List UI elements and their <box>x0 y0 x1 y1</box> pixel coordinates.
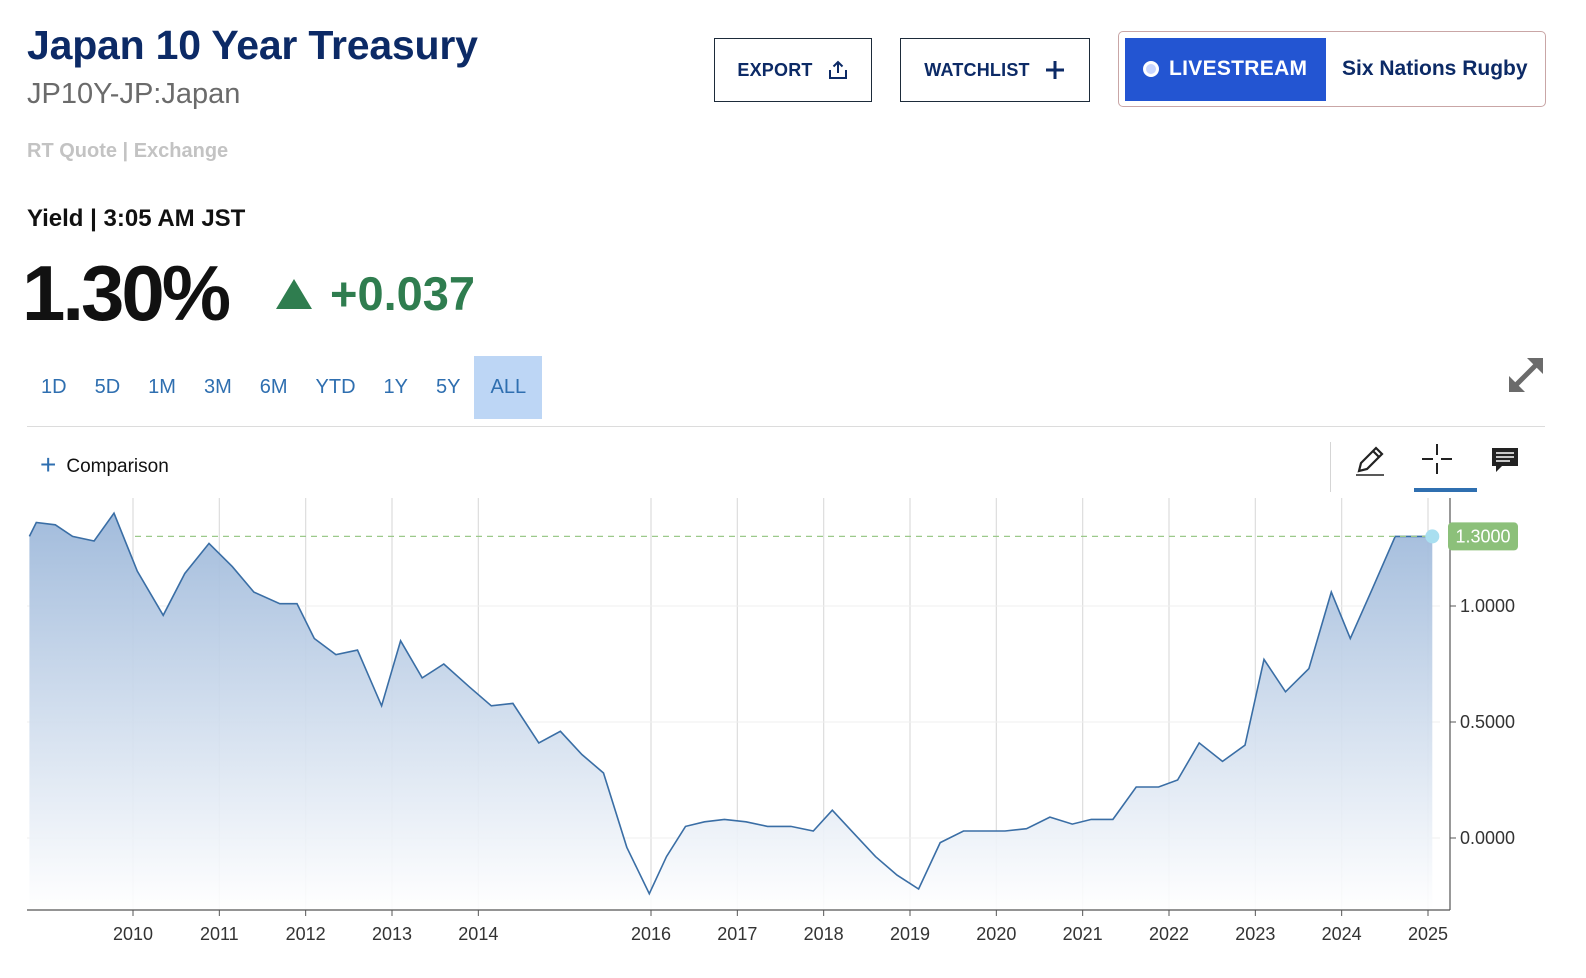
yield-area <box>29 513 1433 910</box>
last-point-marker <box>1425 529 1440 544</box>
range-1y[interactable]: 1Y <box>383 376 409 398</box>
plus-icon <box>1045 61 1064 79</box>
symbol-label: JP10Y-JP:Japan <box>27 78 241 110</box>
x-tick-label: 2011 <box>200 924 239 944</box>
range-6m[interactable]: 6M <box>259 376 288 398</box>
page-title: Japan 10 Year Treasury <box>27 22 478 68</box>
export-button[interactable]: EXPORT <box>714 38 872 102</box>
watchlist-button[interactable]: WATCHLIST <box>900 38 1090 102</box>
change-value: +0.037 <box>330 267 476 320</box>
price-change: +0.037 <box>276 266 475 321</box>
x-tick-label: 2019 <box>890 924 930 944</box>
x-tick-label: 2016 <box>631 924 671 944</box>
range-ytd[interactable]: YTD <box>315 376 356 398</box>
toolbar-separator <box>1330 442 1331 492</box>
y-tick-label: 1.0000 <box>1460 596 1515 616</box>
plus-icon: + <box>40 449 57 480</box>
up-arrow-icon <box>276 278 312 309</box>
livestream-widget[interactable]: LIVESTREAM Six Nations Rugby <box>1118 31 1546 107</box>
range-all[interactable]: ALL <box>474 356 543 419</box>
x-tick-label: 2017 <box>717 924 757 944</box>
yield-timestamp: Yield | 3:05 AM JST <box>27 205 246 232</box>
x-tick-label: 2021 <box>1063 924 1103 944</box>
x-tick-label: 2023 <box>1235 924 1275 944</box>
x-tick-label: 2018 <box>804 924 844 944</box>
x-tick-label: 2012 <box>286 924 326 944</box>
y-tick-label: 0.0000 <box>1460 828 1515 848</box>
pencil-icon[interactable] <box>1352 442 1388 478</box>
x-tick-label: 2020 <box>976 924 1016 944</box>
share-icon <box>828 60 847 79</box>
divider <box>27 426 1545 427</box>
x-tick-label: 2010 <box>113 924 153 944</box>
range-1m[interactable]: 1M <box>148 376 176 398</box>
last-price: 1.30% <box>22 249 231 337</box>
livestream-button[interactable]: LIVESTREAM <box>1125 37 1326 101</box>
range-5d[interactable]: 5D <box>94 376 121 398</box>
live-dot-icon <box>1143 61 1159 77</box>
expand-icon[interactable] <box>1505 354 1547 396</box>
x-tick-label: 2014 <box>458 924 498 944</box>
yield-line <box>28 511 1433 896</box>
last-value-badge <box>1448 522 1518 551</box>
range-5y[interactable]: 5Y <box>436 376 461 398</box>
active-tool-indicator <box>1414 488 1477 492</box>
last-value-label: 1.3000 <box>1455 526 1510 546</box>
comparison-label: Comparison <box>66 456 169 477</box>
livestream-title[interactable]: Six Nations Rugby <box>1342 57 1528 80</box>
comment-icon[interactable] <box>1488 442 1522 476</box>
x-tick-label: 2024 <box>1322 924 1362 944</box>
crosshair-icon[interactable] <box>1420 442 1454 476</box>
yield-chart[interactable]: 2010 2011 2012 2013 2014 2016 2017 2018 2019 2020… <box>0 490 1586 978</box>
range-selector: 1D 5D 1M 3M 6M YTD 1Y 5Y ALL <box>27 356 543 419</box>
y-tick-label: 0.5000 <box>1460 712 1515 732</box>
quote-source: RT Quote | Exchange <box>27 140 229 162</box>
x-tick-label: 2022 <box>1149 924 1189 944</box>
x-tick-label: 2013 <box>372 924 412 944</box>
export-label: EXPORT <box>737 59 813 80</box>
x-tick-label: 2025 <box>1408 924 1448 944</box>
range-3m[interactable]: 3M <box>203 376 232 398</box>
range-1d[interactable]: 1D <box>41 376 67 398</box>
livestream-label: LIVESTREAM <box>1169 57 1308 80</box>
comparison-button[interactable]: + Comparison <box>40 451 169 479</box>
watchlist-label: WATCHLIST <box>924 59 1030 80</box>
